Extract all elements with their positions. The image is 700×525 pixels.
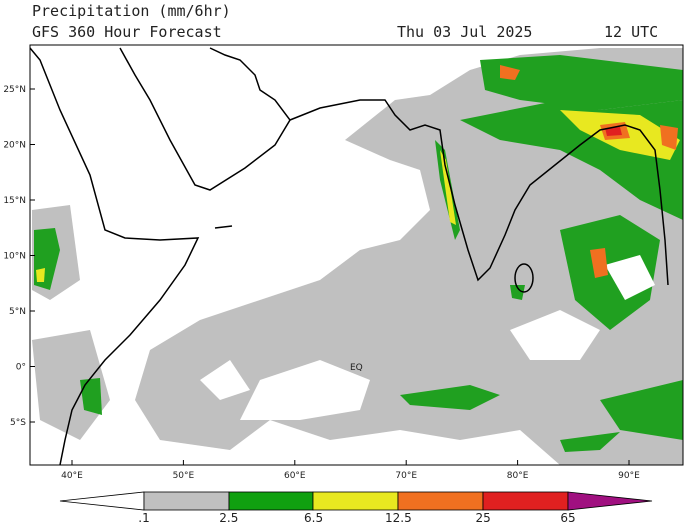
colorbar-label: 12.5 <box>385 511 412 525</box>
latitude-labels: 25°N 20°N 15°N 10°N 5°N 0° 5°S <box>3 85 35 428</box>
lon-label: 90°E <box>618 471 640 481</box>
lat-label: 5°S <box>10 418 26 428</box>
lon-label: 60°E <box>284 471 306 481</box>
lat-label: 0° <box>16 363 26 373</box>
lat-label: 10°N <box>3 252 26 262</box>
lat-label: 25°N <box>3 85 26 95</box>
lat-label: 5°N <box>9 307 26 317</box>
colorbar <box>59 491 653 511</box>
colorbar-label: 65 <box>560 511 575 525</box>
lon-label: 40°E <box>61 471 83 481</box>
coastlines <box>29 47 669 466</box>
colorbar-label: 25 <box>476 511 491 525</box>
longitude-labels: 40°E 50°E 60°E 70°E 80°E 90°E <box>61 460 640 481</box>
colorbar-label: 2.5 <box>219 511 238 525</box>
forecast-date: Thu 03 Jul 2025 <box>397 23 532 41</box>
lon-label: 70°E <box>395 471 417 481</box>
lon-label: 80°E <box>507 471 529 481</box>
lat-label: 15°N <box>3 196 26 206</box>
title: Precipitation (mm/6hr) <box>32 2 231 20</box>
lat-label: 20°N <box>3 141 26 151</box>
equator-label: EQ <box>350 363 363 373</box>
colorbar-labels: .1 2.5 6.5 12.5 25 65 <box>138 511 575 525</box>
colorbar-label: 6.5 <box>304 511 323 525</box>
precip-field <box>32 48 683 465</box>
colorbar-label: .1 <box>138 511 149 525</box>
forecast-time: 12 UTC <box>604 23 658 41</box>
lon-label: 50°E <box>173 471 195 481</box>
subtitle: GFS 360 Hour Forecast <box>32 23 222 41</box>
